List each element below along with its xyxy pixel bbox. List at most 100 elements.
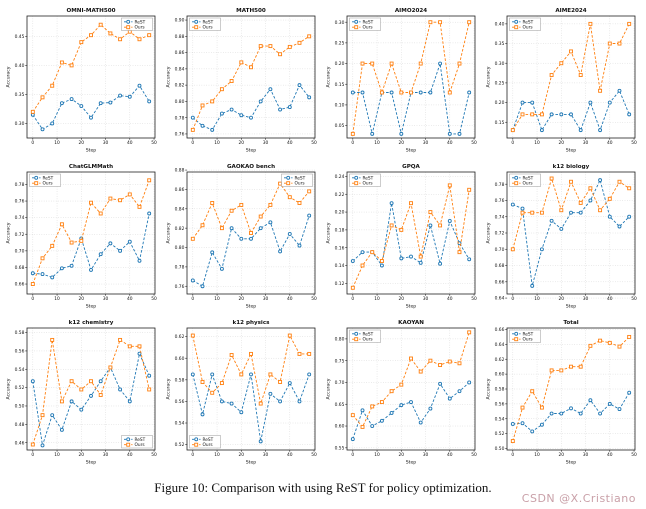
svg-text:0.60: 0.60 xyxy=(335,424,345,430)
svg-text:30: 30 xyxy=(583,140,589,146)
svg-text:0.75: 0.75 xyxy=(335,358,345,364)
svg-text:0.55: 0.55 xyxy=(335,445,345,451)
svg-text:40: 40 xyxy=(287,296,293,302)
svg-text:0.76: 0.76 xyxy=(175,132,185,138)
svg-text:Ours: Ours xyxy=(43,181,54,187)
svg-text:Step: Step xyxy=(566,460,577,466)
subplot-k12-chemistry: 0 10 20 30 40 50 0.46 0.48 0.50 0.52 0.54 0.56 0.58 k… xyxy=(4,316,162,466)
watermark: CSDN @X.Cristiano xyxy=(521,492,636,505)
subplot-k12-biology: 0 10 20 30 40 50 0.64 0.66 0.68 0.70 0.72 0.74 0.76 0… xyxy=(484,160,642,310)
svg-text:0: 0 xyxy=(191,296,194,302)
svg-text:20: 20 xyxy=(399,296,405,302)
svg-text:MATH500: MATH500 xyxy=(236,8,266,14)
svg-text:0.80: 0.80 xyxy=(335,336,345,342)
svg-text:Accuracy: Accuracy xyxy=(326,222,332,243)
svg-text:Accuracy: Accuracy xyxy=(166,222,172,243)
svg-text:0.15: 0.15 xyxy=(335,82,345,88)
svg-text:0: 0 xyxy=(351,296,354,302)
svg-text:0.72: 0.72 xyxy=(495,231,505,237)
svg-text:0.66: 0.66 xyxy=(495,279,505,285)
svg-text:Accuracy: Accuracy xyxy=(6,378,12,399)
svg-text:0.52: 0.52 xyxy=(495,431,505,437)
svg-text:40: 40 xyxy=(287,452,293,458)
svg-text:0.70: 0.70 xyxy=(15,248,25,254)
svg-text:ReST: ReST xyxy=(363,19,374,25)
svg-text:20: 20 xyxy=(399,452,405,458)
svg-text:0.68: 0.68 xyxy=(15,265,25,271)
svg-text:0.20: 0.20 xyxy=(335,210,345,216)
subplot-canvas-chatglmmath: 0 10 20 30 40 50 0.66 0.68 0.70 0.72 0.74 0.76 0.78 C… xyxy=(6,164,158,310)
svg-text:0.54: 0.54 xyxy=(175,421,185,427)
svg-text:0.10: 0.10 xyxy=(335,103,345,109)
svg-text:0.30: 0.30 xyxy=(495,61,505,67)
svg-text:20: 20 xyxy=(399,140,405,146)
svg-text:0.76: 0.76 xyxy=(15,199,25,205)
svg-text:0.58: 0.58 xyxy=(495,387,505,393)
svg-text:0.12: 0.12 xyxy=(335,281,345,287)
svg-text:0: 0 xyxy=(191,140,194,146)
svg-text:ReST: ReST xyxy=(203,437,214,443)
svg-text:0.70: 0.70 xyxy=(335,380,345,386)
svg-text:0.40: 0.40 xyxy=(15,63,25,69)
svg-text:50: 50 xyxy=(311,452,317,458)
svg-text:50: 50 xyxy=(471,140,477,146)
svg-text:0.54: 0.54 xyxy=(495,416,505,422)
svg-text:50: 50 xyxy=(631,452,637,458)
svg-text:0: 0 xyxy=(191,452,194,458)
svg-text:0.56: 0.56 xyxy=(15,349,25,355)
svg-text:0.65: 0.65 xyxy=(335,402,345,408)
svg-text:0.30: 0.30 xyxy=(15,121,25,127)
svg-text:Ours: Ours xyxy=(363,25,374,31)
svg-text:20: 20 xyxy=(559,140,565,146)
svg-text:0.78: 0.78 xyxy=(15,182,25,188)
svg-text:20: 20 xyxy=(79,452,85,458)
figure-grid: 0 10 20 30 40 50 0.30 0.35 0.40 0.45 OMNI-MATH500 S… xyxy=(4,4,642,466)
svg-text:KAOYAN: KAOYAN xyxy=(398,320,424,326)
svg-text:0.58: 0.58 xyxy=(15,330,25,336)
svg-text:0.50: 0.50 xyxy=(495,446,505,452)
svg-text:50: 50 xyxy=(631,296,637,302)
svg-text:Accuracy: Accuracy xyxy=(486,66,492,87)
svg-text:Accuracy: Accuracy xyxy=(6,66,12,87)
svg-text:k12 chemistry: k12 chemistry xyxy=(69,320,114,326)
svg-text:ReST: ReST xyxy=(203,19,214,25)
svg-text:GPQA: GPQA xyxy=(402,164,420,170)
svg-text:0: 0 xyxy=(511,140,514,146)
svg-text:0.46: 0.46 xyxy=(15,440,25,446)
svg-text:10: 10 xyxy=(54,296,60,302)
subplot-canvas-aimo2024: 0 10 20 30 40 50 0.05 0.10 0.15 0.20 0.25 0.30 AIMO2… xyxy=(326,8,478,154)
svg-text:Accuracy: Accuracy xyxy=(326,378,332,399)
svg-text:ReST: ReST xyxy=(135,437,146,443)
subplot-aimo2024: 0 10 20 30 40 50 0.05 0.10 0.15 0.20 0.25 0.30 AIMO2… xyxy=(324,4,482,154)
svg-text:0.74: 0.74 xyxy=(15,215,25,221)
svg-text:AIMO2024: AIMO2024 xyxy=(395,8,427,14)
svg-text:0: 0 xyxy=(31,452,34,458)
svg-text:40: 40 xyxy=(607,140,613,146)
svg-text:0: 0 xyxy=(351,452,354,458)
subplot-gpqa: 0 10 20 30 40 50 0.12 0.14 0.16 0.18 0.20 0.22 0.24 G… xyxy=(324,160,482,310)
svg-text:0.35: 0.35 xyxy=(15,92,25,98)
svg-text:30: 30 xyxy=(263,140,269,146)
svg-text:50: 50 xyxy=(471,296,477,302)
svg-text:0.52: 0.52 xyxy=(15,385,25,391)
svg-text:0.48: 0.48 xyxy=(15,422,25,428)
svg-text:ReST: ReST xyxy=(363,175,374,181)
svg-text:0.66: 0.66 xyxy=(15,282,25,288)
svg-text:Step: Step xyxy=(406,304,417,310)
svg-text:10: 10 xyxy=(214,452,220,458)
svg-text:50: 50 xyxy=(311,140,317,146)
svg-text:40: 40 xyxy=(127,452,133,458)
svg-text:Ours: Ours xyxy=(523,181,534,187)
svg-text:Step: Step xyxy=(406,460,417,466)
svg-text:0.15: 0.15 xyxy=(495,120,505,126)
svg-text:30: 30 xyxy=(263,296,269,302)
svg-text:Ours: Ours xyxy=(363,337,374,343)
svg-text:0.82: 0.82 xyxy=(175,226,185,232)
svg-text:30: 30 xyxy=(103,452,109,458)
svg-text:0: 0 xyxy=(511,296,514,302)
